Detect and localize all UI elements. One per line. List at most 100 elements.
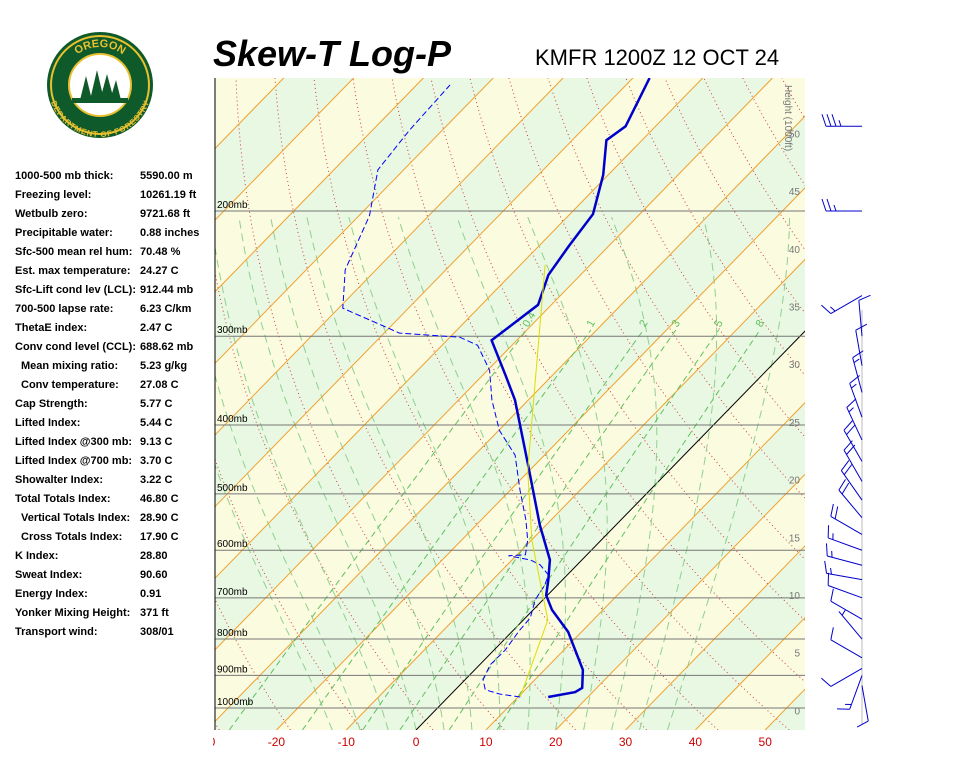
wind-barb — [843, 440, 863, 482]
height-tick-label: 45 — [789, 187, 801, 198]
barb-feather — [830, 503, 834, 517]
barb-feather — [841, 609, 846, 616]
x-tick-label: -30 — [198, 735, 216, 749]
index-value: 0.91 — [140, 588, 162, 600]
barb-staff — [830, 295, 863, 314]
wind-barb — [849, 375, 863, 418]
barb-staff — [828, 537, 863, 551]
moist-adiabat — [527, 216, 608, 730]
pressure-label: 800mb — [217, 628, 248, 639]
mixing-ratio-label: 2 — [637, 318, 650, 329]
index-label: Lifted Index @300 mb: — [15, 436, 133, 448]
barb-feather — [855, 323, 868, 331]
index-label: Cross Totals Index: — [21, 531, 123, 543]
isotherm — [276, 187, 805, 730]
wind-barb — [827, 525, 863, 551]
wind-barb — [855, 323, 868, 366]
wind-barb — [827, 572, 863, 599]
height-tick-label: 30 — [789, 360, 801, 371]
isotherm — [345, 258, 805, 730]
barb-feather — [821, 677, 832, 687]
barb-feather — [851, 383, 857, 389]
mixing-ratio-line — [448, 329, 720, 730]
wind-barb — [830, 588, 863, 620]
barb-staff — [858, 300, 863, 337]
index-value: 0.88 inches — [140, 227, 200, 239]
index-label: Mean mixing ratio: — [21, 360, 119, 372]
dry-adiabat — [899, 78, 960, 730]
chart-title: Skew-T Log-P — [213, 33, 452, 74]
barb-feather — [824, 560, 828, 574]
index-value: 3.70 C — [140, 455, 173, 467]
isotherm — [215, 115, 805, 723]
logo-top: OREGON — [72, 38, 127, 57]
height-tick-label: 20 — [789, 476, 801, 487]
index-label: 700-500 lapse rate: — [15, 303, 114, 315]
isotherm — [905, 78, 960, 730]
barb-feather — [848, 407, 854, 413]
pressure-label: 200mb — [217, 200, 248, 211]
index-value: 9721.68 ft — [140, 208, 191, 220]
foreground: 0.4 1 2 3 5 8200mb300mb400mb500mb600mb700mb80… — [198, 78, 871, 749]
isotherm — [215, 78, 634, 508]
index-value: 912.44 mb — [140, 284, 194, 296]
index-label: Lifted Index @700 mb: — [15, 455, 133, 467]
barb-staff — [849, 675, 863, 710]
moist-adiabat — [238, 217, 417, 730]
index-value: 27.08 C — [140, 379, 179, 391]
height-tick-label: 50 — [789, 129, 801, 140]
barb-staff — [830, 600, 863, 620]
barb-feather — [853, 358, 860, 363]
barb-feather — [856, 720, 869, 728]
isotherm — [695, 616, 805, 730]
wind-barb — [838, 609, 863, 640]
dry-adiabat — [469, 78, 805, 622]
barb-staff — [830, 515, 863, 535]
isotherm — [215, 78, 704, 579]
mixing-ratio-label: 8 — [754, 318, 767, 329]
index-label: Freezing level: — [15, 189, 92, 201]
wind-barb — [858, 294, 871, 337]
mixing-ratio-label: 1 — [585, 318, 598, 329]
dry-adiabat — [781, 78, 805, 120]
isotherm — [835, 78, 960, 730]
pressure-label: 600mb — [217, 539, 248, 550]
index-label: Sweat Index: — [15, 569, 83, 581]
barb-feather — [831, 114, 837, 127]
profile-line — [490, 78, 651, 699]
height-axis-label: Height (1000ft) — [782, 85, 793, 151]
moist-adiabat — [456, 216, 566, 730]
x-tick-label: 30 — [619, 735, 633, 749]
profile-line — [342, 84, 549, 698]
barb-feather — [834, 506, 839, 519]
moist-adiabat — [215, 244, 389, 730]
index-label: Total Totals Index: — [15, 493, 111, 505]
index-label: Energy Index: — [15, 588, 88, 600]
moist-adiabat — [306, 216, 473, 730]
index-value: 90.60 — [140, 569, 168, 581]
wind-barb — [825, 543, 863, 566]
x-tick-label: -10 — [338, 735, 356, 749]
x-tick-label: 20 — [549, 735, 563, 749]
barb-feather — [821, 198, 827, 212]
temp-band — [215, 78, 805, 722]
barb-staff — [852, 357, 863, 393]
index-value: 5.44 C — [140, 417, 173, 429]
isotherm — [215, 78, 424, 293]
index-label: Wetbulb zero: — [15, 208, 88, 220]
pressure-label: 700mb — [217, 587, 248, 598]
pressure-label: 500mb — [217, 483, 248, 494]
moist-adiabat — [270, 217, 445, 730]
logo: OREGON DEPARTMENT OF FORESTRY — [47, 32, 153, 139]
wind-barb — [824, 560, 863, 581]
dry-adiabat — [215, 269, 434, 730]
isotherm — [215, 78, 354, 221]
index-label: Vertical Totals Index: — [21, 512, 131, 524]
index-label: Precipitable water: — [15, 227, 113, 239]
pressure-label: 300mb — [217, 325, 248, 336]
barb-feather — [843, 464, 853, 475]
index-value: 308/01 — [140, 626, 174, 638]
wind-barb — [821, 668, 863, 687]
barb-staff — [843, 449, 863, 482]
